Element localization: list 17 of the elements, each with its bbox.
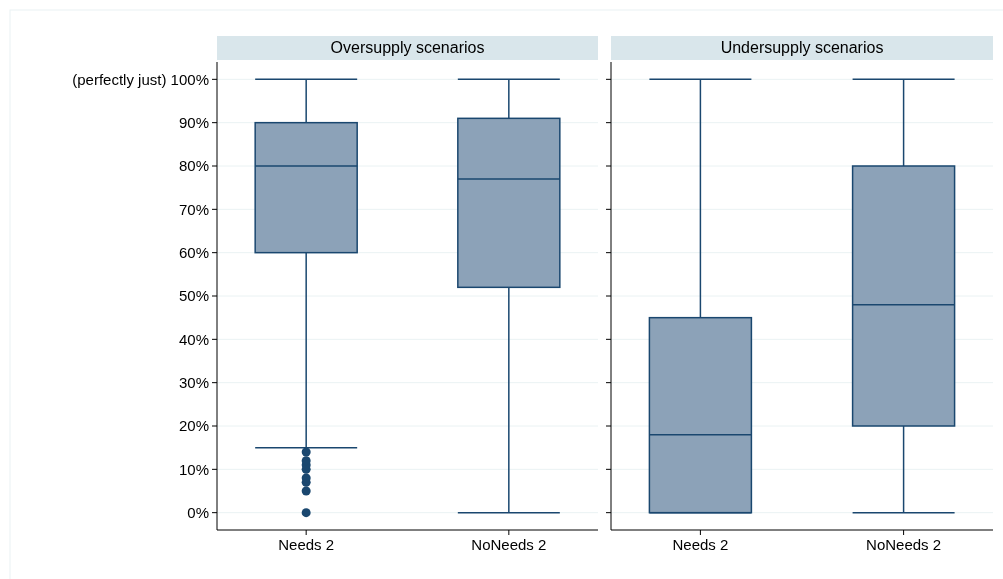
x-tick-label: NoNeeds 2 [866,536,942,553]
y-tick-label: 70% [178,200,209,218]
y-tick-label: 30% [178,373,209,391]
y-tick-label: 90% [178,113,209,131]
x-tick-label: Needs 2 [672,536,729,553]
y-tick-label: 60% [178,243,209,261]
chart-title: Oversupply scenarios [330,39,485,56]
chart-title: Undersupply scenarios [720,39,884,56]
y-tick-label: 40% [178,330,209,348]
y-tick-label: (perfectly just) 100% [72,70,209,88]
y-tick-label: 20% [178,417,209,435]
y-tick-label: 10% [178,460,209,478]
x-tick-label: Needs 2 [278,536,335,553]
y-tick-label: 0% [187,503,209,521]
x-tick-label: NoNeeds 2 [471,536,547,553]
y-tick-label: 80% [178,157,209,175]
y-tick-label: 50% [178,287,209,305]
